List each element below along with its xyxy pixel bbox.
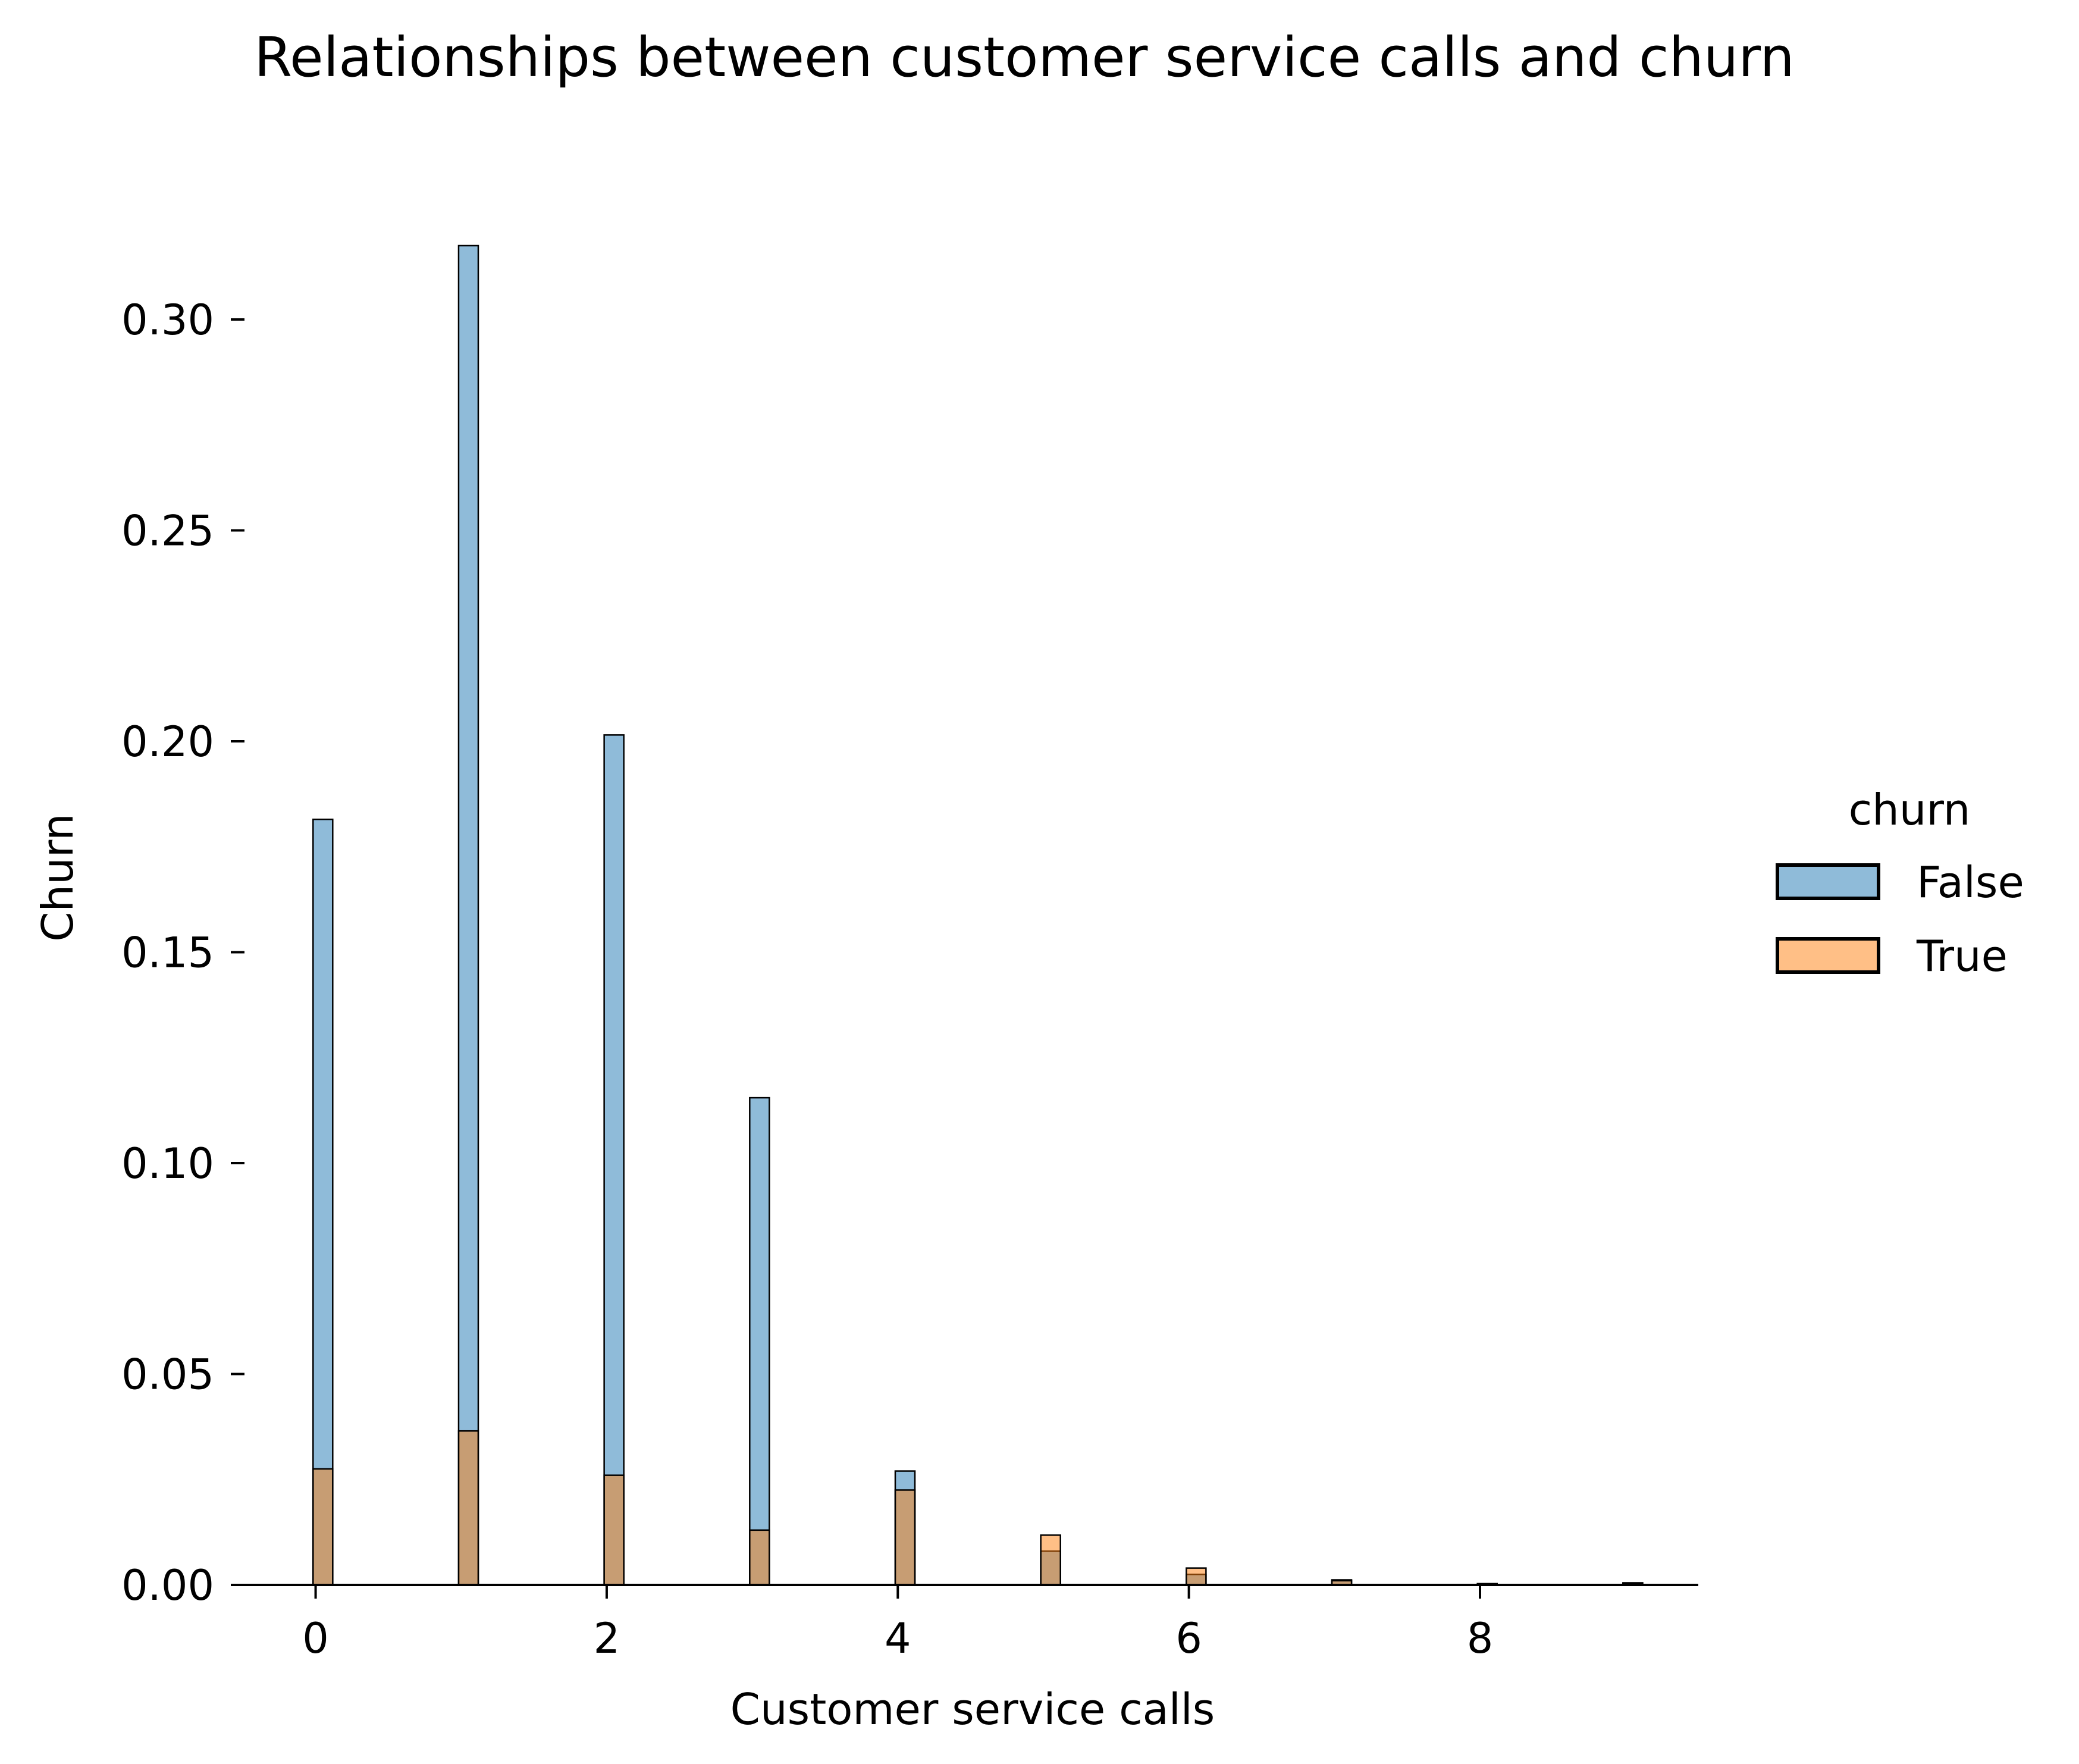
bar-true-4 — [894, 1489, 916, 1586]
bar-true-2 — [603, 1474, 625, 1586]
y-tick-label: 0.00 — [121, 1561, 214, 1610]
x-ticks: 0 2 4 6 8 — [302, 1585, 1493, 1663]
bar-true-1 — [457, 1430, 479, 1586]
y-tick-label: 0.15 — [121, 929, 214, 977]
y-tick-label: 0.05 — [121, 1351, 214, 1399]
bars-layer — [312, 245, 1644, 1586]
legend: churn False True — [1776, 785, 2024, 981]
x-tick-label: 6 — [1175, 1614, 1202, 1663]
legend-items: False True — [1776, 857, 2024, 981]
bar-true-0 — [312, 1468, 334, 1586]
bar-true-5 — [1040, 1534, 1061, 1586]
bar-true-6 — [1186, 1567, 1207, 1586]
bar-true-3 — [749, 1529, 770, 1586]
bar-false-1 — [457, 245, 479, 1586]
y-tick-label: 0.20 — [121, 717, 214, 766]
legend-label-false: False — [1917, 857, 2024, 907]
bar-false-3 — [749, 1096, 770, 1586]
legend-swatch-true — [1776, 937, 1880, 974]
x-tick-label: 4 — [885, 1614, 911, 1663]
x-tick-label: 2 — [594, 1614, 620, 1663]
legend-title: churn — [1849, 785, 1971, 835]
legend-label-true: True — [1916, 931, 2008, 981]
legend-swatch-false — [1776, 863, 1880, 900]
y-ticks: 0.00 0.05 0.10 0.15 0.20 0.25 0.30 — [121, 296, 244, 1610]
x-axis-label: Customer service calls — [730, 1684, 1215, 1734]
bar-false-0 — [312, 818, 334, 1586]
x-tick-label: 8 — [1467, 1614, 1494, 1663]
y-tick-label: 0.25 — [121, 507, 214, 556]
chart-title: Relationships between customer service c… — [254, 26, 1795, 89]
y-tick-label: 0.30 — [121, 296, 214, 344]
y-axis-label: Churn — [33, 813, 83, 942]
x-tick-label: 0 — [302, 1614, 329, 1663]
y-tick-label: 0.10 — [121, 1139, 214, 1188]
bar-false-2 — [603, 734, 625, 1586]
